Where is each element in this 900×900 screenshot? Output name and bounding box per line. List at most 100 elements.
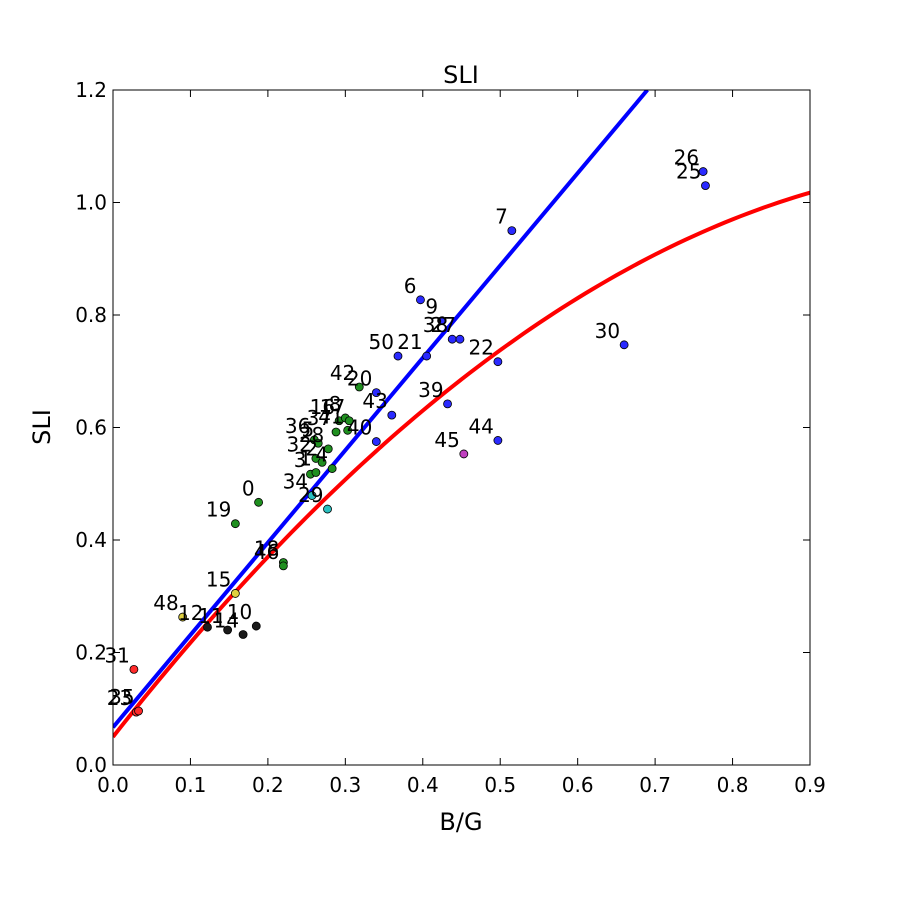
data-point <box>134 706 143 716</box>
data-point <box>129 664 139 674</box>
y-tick-label: 0.4 <box>75 528 107 552</box>
x-tick-label: 0.8 <box>717 773 749 797</box>
point-label: 19 <box>206 498 231 522</box>
data-point <box>459 449 469 459</box>
point-label: 1 <box>299 447 312 471</box>
y-axis-label: SLI <box>28 409 56 445</box>
point-label: 22 <box>468 336 493 360</box>
x-tick-label: 0.3 <box>329 773 361 797</box>
y-tick-label: 0.8 <box>75 303 107 327</box>
point-label: 15 <box>206 567 231 591</box>
quadratic-fit-line <box>113 190 810 739</box>
point-label: 32 <box>286 432 311 456</box>
x-tick-label: 0.0 <box>97 773 129 797</box>
data-point <box>254 497 263 507</box>
data-point <box>371 437 381 446</box>
point-label: 37 <box>307 406 332 430</box>
data-point <box>619 340 629 350</box>
point-label: 44 <box>468 414 493 438</box>
data-point <box>331 427 341 437</box>
data-point <box>416 295 425 305</box>
data-point <box>393 351 403 361</box>
point-label: 8 <box>329 392 342 416</box>
point-label: 5 <box>301 417 314 441</box>
data-point <box>317 457 327 467</box>
point-label: 9 <box>425 295 438 319</box>
y-tick-label: 0.0 <box>75 753 107 777</box>
point-label: 46 <box>254 540 279 564</box>
linear-fit-line <box>113 90 649 729</box>
data-point <box>493 357 503 367</box>
data-points <box>129 167 710 717</box>
y-tick-label: 1.2 <box>75 78 107 102</box>
data-point <box>307 491 317 500</box>
data-point <box>313 438 323 448</box>
point-label: 40 <box>347 416 372 440</box>
point-label: 3 <box>294 448 307 472</box>
point-label: 26 <box>674 146 699 170</box>
axis-ticks: 0.0 0.1 0.2 0.3 0.4 0.5 0.6 0.7 0.8 0.9 0.0 0.2 0.4 0… <box>75 78 826 797</box>
x-tick-label: 0.7 <box>639 773 671 797</box>
point-label: 21 <box>397 330 422 354</box>
point-label: 38 <box>423 313 448 337</box>
data-point <box>323 444 333 454</box>
data-point <box>344 416 354 426</box>
point-label: 4 <box>315 443 328 467</box>
y-tick-label: 0.6 <box>75 416 107 440</box>
data-point <box>371 388 381 398</box>
point-label: 41 <box>318 404 343 428</box>
point-label: 30 <box>595 319 620 343</box>
point-label: 16 <box>310 395 335 419</box>
point-label: 27 <box>430 313 455 337</box>
point-label: 11 <box>198 604 223 628</box>
point-label: 29 <box>298 483 323 507</box>
data-point <box>698 167 708 176</box>
point-label: 10 <box>227 600 252 624</box>
point-label: 6 <box>404 274 417 298</box>
x-tick-label: 0.1 <box>175 773 207 797</box>
point-label: 45 <box>434 428 459 452</box>
point-label: 14 <box>214 609 239 633</box>
x-tick-label: 0.2 <box>252 773 284 797</box>
point-label: 17 <box>320 395 345 419</box>
point-label: 18 <box>254 537 279 561</box>
point-label: 34 <box>283 470 308 494</box>
y-tick-label: 1.0 <box>75 191 107 215</box>
data-point <box>203 622 212 632</box>
point-label: 20 <box>347 367 372 391</box>
point-label: 2 <box>305 436 318 460</box>
data-point <box>178 612 188 622</box>
data-point <box>443 399 452 409</box>
point-label: 28 <box>299 423 324 447</box>
data-point <box>311 468 321 477</box>
data-point <box>230 519 240 529</box>
y-tick-label: 0.2 <box>75 641 107 665</box>
point-label: 23 <box>107 686 132 710</box>
point-label: 50 <box>369 330 394 354</box>
point-label: 36 <box>285 414 310 438</box>
data-point <box>507 226 517 236</box>
point-label: 0 <box>242 476 255 500</box>
data-point <box>455 334 465 344</box>
point-label: 39 <box>418 378 443 402</box>
point-label: 43 <box>362 389 387 413</box>
point-label: 42 <box>330 361 355 385</box>
x-axis-label: B/G <box>439 808 482 836</box>
data-point <box>422 351 432 361</box>
data-point <box>327 464 337 473</box>
data-point <box>278 561 288 571</box>
x-tick-label: 0.6 <box>562 773 594 797</box>
plot-frame <box>112 89 811 766</box>
x-tick-label: 0.5 <box>484 773 516 797</box>
data-point <box>323 504 332 514</box>
fit-lines <box>113 90 810 739</box>
data-point <box>493 436 503 445</box>
data-point <box>437 316 447 326</box>
point-label: 12 <box>178 601 203 625</box>
point-label: 31 <box>104 643 129 667</box>
data-point <box>311 454 321 463</box>
data-point <box>343 425 353 435</box>
